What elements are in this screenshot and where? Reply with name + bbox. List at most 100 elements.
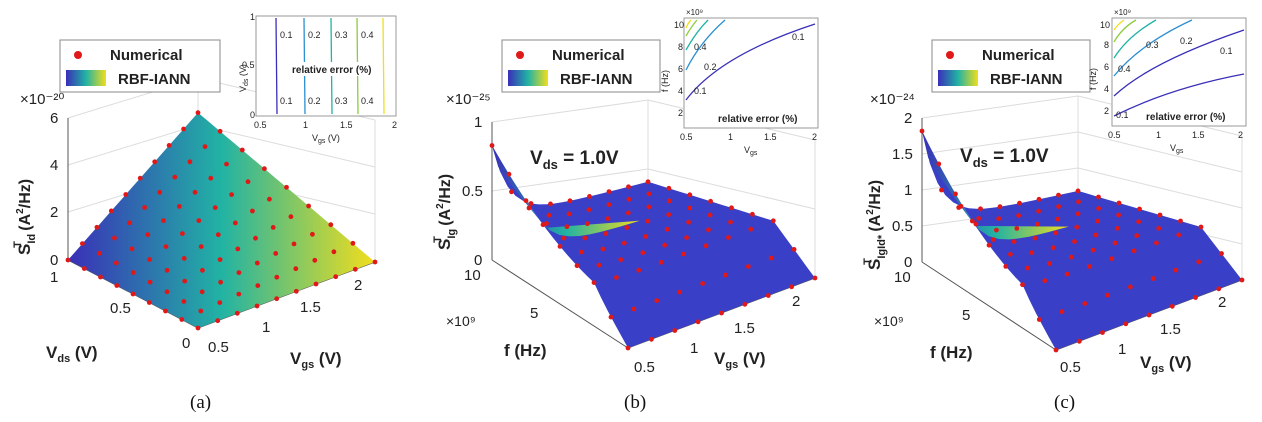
numerical-point	[666, 212, 672, 218]
numerical-point	[596, 262, 602, 268]
numerical-point	[586, 207, 592, 213]
numerical-point	[1136, 219, 1141, 225]
contour-label: 0.3	[1146, 40, 1159, 50]
panel-c-condition: Vds = 1.0V	[960, 146, 1049, 170]
numerical-point	[958, 203, 964, 209]
inset-tick: 2	[1238, 130, 1243, 140]
numerical-point	[1087, 264, 1092, 269]
y-tick: 5	[962, 307, 970, 324]
x-tick: 2	[792, 293, 800, 310]
numerical-point	[489, 143, 495, 148]
numerical-point	[687, 205, 693, 211]
numerical-point	[662, 242, 668, 248]
panel-a-inset: 0.1 0.2 0.3 0.4 0.1 0.2 0.3 0.4 relative…	[238, 12, 397, 145]
numerical-point	[1011, 239, 1017, 245]
numerical-point	[1196, 259, 1202, 265]
x-tick: 1.5	[300, 299, 321, 316]
numerical-point	[80, 241, 85, 247]
contour-label: 0.1	[1116, 110, 1129, 120]
panel-c-surface-peak	[922, 131, 1069, 240]
numerical-point	[591, 280, 597, 285]
contour-label: 0.2	[704, 62, 717, 72]
numerical-point	[1053, 230, 1059, 236]
numerical-point	[1047, 261, 1052, 266]
y-tick: 1	[50, 269, 58, 286]
numerical-point	[976, 216, 982, 221]
numerical-point	[217, 257, 223, 262]
numerical-point	[1068, 254, 1074, 260]
numerical-point	[274, 274, 280, 280]
numerical-point	[1074, 224, 1080, 230]
numerical-point	[274, 296, 280, 302]
numerical-point	[953, 191, 958, 197]
panel-a-y-ticks: 1 0.5 0	[50, 269, 190, 352]
panel-c-y-label: f (Hz)	[930, 343, 972, 362]
numerical-point	[919, 128, 925, 134]
numerical-point	[212, 205, 218, 211]
numerical-point	[147, 257, 153, 262]
numerical-point	[113, 260, 119, 266]
numerical-point	[350, 240, 356, 246]
numerical-point	[1157, 212, 1163, 218]
numerical-point	[973, 221, 979, 227]
numerical-point	[1076, 199, 1081, 205]
numerical-point	[506, 171, 512, 177]
numerical-point	[939, 187, 944, 193]
numerical-point	[574, 263, 580, 269]
numerical-point	[625, 210, 631, 216]
numerical-point	[745, 264, 751, 269]
numerical-point	[625, 345, 631, 351]
numerical-point	[217, 300, 223, 305]
panel-a-exponent: ×10⁻²⁰	[20, 91, 64, 108]
numerical-point	[1025, 265, 1030, 271]
numerical-point	[1131, 248, 1137, 254]
numerical-point	[528, 201, 534, 206]
numerical-point	[1020, 282, 1025, 288]
numerical-point	[687, 192, 693, 198]
numerical-point	[176, 204, 182, 209]
numerical-point	[164, 267, 170, 273]
z-tick: 1	[904, 182, 912, 199]
numerical-point	[546, 212, 552, 218]
panel-a-legend: Numerical RBF-IANN	[59, 39, 221, 93]
numerical-point	[726, 235, 731, 240]
numerical-point	[605, 216, 611, 222]
contour-label: 0.4	[694, 42, 707, 52]
numerical-point	[310, 231, 315, 237]
x-tick: 1.5	[734, 320, 755, 337]
panel-c-caption: (c)	[1054, 392, 1075, 413]
inset-c-ylabel: f (Hz)	[1088, 68, 1098, 90]
numerical-point	[254, 303, 260, 309]
panel-a-y-label: Vds (V)	[46, 343, 98, 365]
panel-a-surface	[68, 112, 375, 328]
numerical-point	[1036, 208, 1041, 214]
z-tick: 0	[474, 252, 482, 269]
inset-c-title: relative error (%)	[1146, 112, 1225, 123]
numerical-point	[582, 235, 588, 241]
numerical-point	[526, 205, 532, 211]
numerical-point	[994, 227, 999, 233]
numerical-point	[621, 240, 627, 246]
inset-tick: 0.5	[254, 120, 267, 130]
numerical-point	[706, 227, 711, 233]
numerical-point	[1034, 221, 1040, 227]
x-tick: 1.5	[1160, 321, 1181, 338]
numerical-point	[291, 241, 297, 247]
contour-label: 0.2	[1180, 36, 1193, 46]
numerical-point	[509, 189, 514, 195]
numerical-point	[81, 266, 87, 271]
numerical-point	[239, 147, 245, 153]
panel-a-z-ticks: 0 2 4 6	[50, 110, 58, 269]
numerical-point	[130, 291, 136, 297]
numerical-point	[1075, 211, 1081, 217]
y-tick: 0	[182, 335, 190, 352]
numerical-point	[1003, 264, 1009, 269]
numerical-point	[990, 237, 996, 243]
numerical-point	[1114, 225, 1120, 231]
numerical-point	[566, 211, 572, 217]
numerical-point	[626, 196, 632, 202]
inset-tick: 1.5	[764, 132, 777, 142]
numerical-point	[313, 281, 319, 287]
numerical-point	[789, 284, 794, 290]
